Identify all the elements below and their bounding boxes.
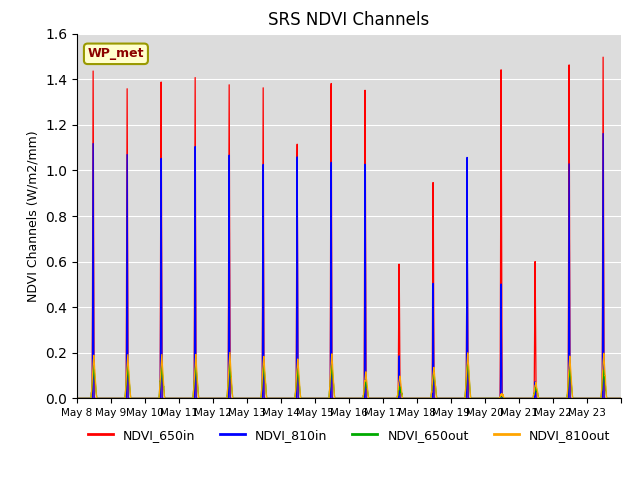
NDVI_810in (617, 396, 625, 401)
NDVI_650in (501, 396, 509, 401)
Line: NDVI_650in: NDVI_650in (77, 57, 621, 398)
NDVI_810out (617, 396, 625, 401)
NDVI_810in (599, 131, 607, 136)
NDVI_810out (184, 396, 192, 401)
NDVI_650in (467, 396, 474, 401)
NDVI_810in (501, 396, 509, 401)
NDVI_650out (617, 396, 625, 401)
Text: WP_met: WP_met (88, 48, 144, 60)
NDVI_810in (73, 396, 81, 401)
Line: NDVI_650out: NDVI_650out (77, 362, 621, 398)
Legend: NDVI_650in, NDVI_810in, NDVI_650out, NDVI_810out: NDVI_650in, NDVI_810in, NDVI_650out, NDV… (83, 424, 615, 447)
NDVI_650in (611, 396, 619, 401)
NDVI_810out (226, 349, 234, 355)
NDVI_810out (534, 391, 541, 396)
NDVI_650out (73, 396, 81, 401)
NDVI_650in (184, 396, 192, 401)
NDVI_810out (419, 396, 426, 401)
NDVI_650out (611, 396, 619, 401)
NDVI_650in (599, 54, 607, 60)
NDVI_810in (611, 396, 619, 401)
NDVI_810in (184, 396, 192, 401)
Y-axis label: NDVI Channels (W/m2/mm): NDVI Channels (W/m2/mm) (26, 130, 40, 302)
Line: NDVI_810out: NDVI_810out (77, 352, 621, 398)
Title: SRS NDVI Channels: SRS NDVI Channels (268, 11, 429, 29)
NDVI_650out (534, 392, 541, 397)
NDVI_810out (501, 396, 509, 401)
NDVI_810out (611, 396, 619, 401)
NDVI_650in (534, 396, 541, 401)
NDVI_650in (73, 396, 81, 401)
NDVI_650out (501, 396, 509, 401)
NDVI_650in (617, 396, 625, 401)
NDVI_810in (419, 396, 426, 401)
NDVI_810in (467, 396, 474, 401)
NDVI_650in (419, 396, 426, 401)
NDVI_650out (419, 396, 426, 401)
NDVI_650out (464, 360, 472, 365)
NDVI_810out (467, 394, 474, 399)
NDVI_810in (534, 396, 541, 401)
NDVI_650out (467, 392, 474, 398)
NDVI_650out (184, 396, 192, 401)
Line: NDVI_810in: NDVI_810in (77, 133, 621, 398)
NDVI_810out (73, 396, 81, 401)
